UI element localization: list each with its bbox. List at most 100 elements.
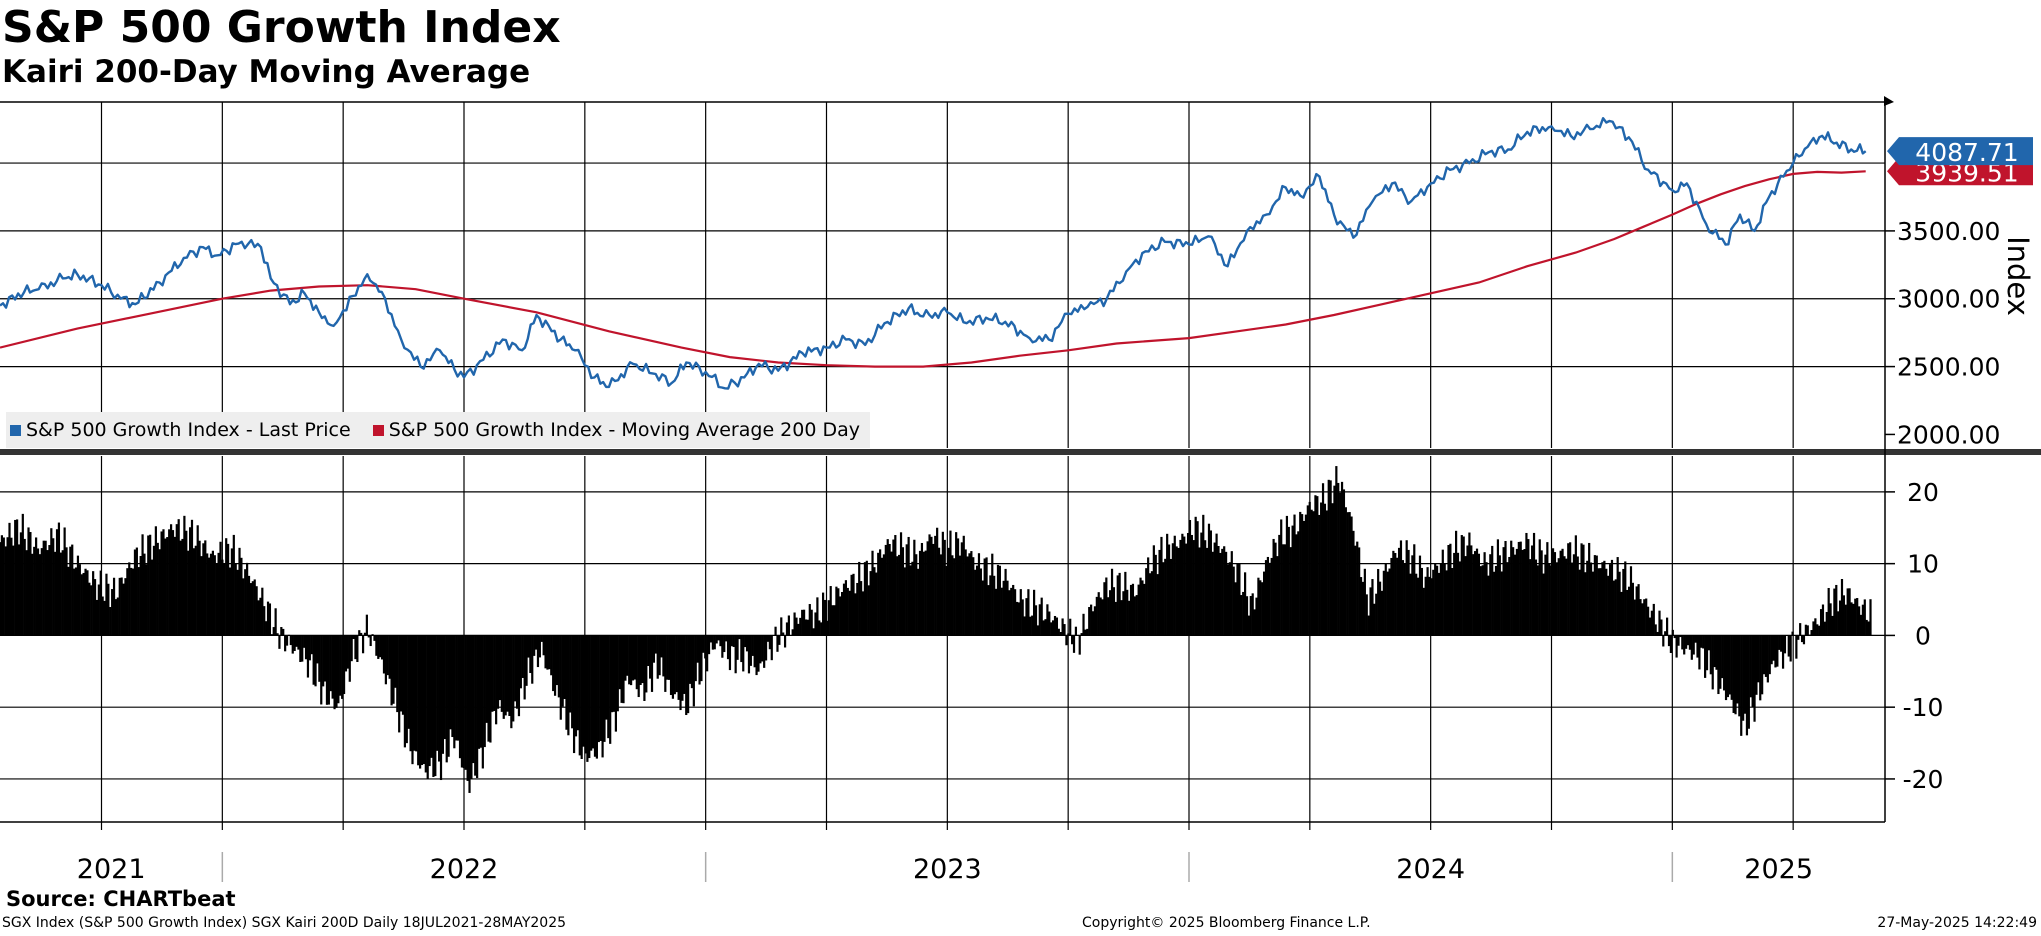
kairi-bar (289, 635, 292, 646)
kairi-bar (221, 559, 224, 636)
legend-item-last-price[interactable]: S&P 500 Growth Index - Last Price (10, 419, 351, 441)
kairi-bar (1762, 635, 1766, 675)
panel-divider (0, 449, 2041, 455)
kairi-bar (73, 568, 76, 636)
kairi-bar (190, 519, 194, 636)
kairi-bar (1082, 613, 1085, 636)
kairi-bar (704, 635, 707, 659)
kairi-bar (1339, 492, 1342, 636)
kairi-bar (1069, 618, 1072, 636)
kairi-bar (1173, 535, 1176, 636)
kairi-bar (1221, 548, 1224, 636)
kairi-bar (1608, 564, 1612, 636)
kairi-bar (1143, 583, 1146, 636)
kairi-bar (989, 575, 992, 636)
kairi-bar (1282, 544, 1285, 636)
kairi-bar (244, 569, 247, 636)
kairi-bar (753, 635, 756, 668)
kairi-bar (922, 551, 925, 636)
kairi-bar (1776, 635, 1779, 667)
kairi-bar (943, 539, 946, 636)
kairi-bar (1567, 543, 1570, 636)
kairi-bar (609, 635, 612, 744)
kairi-bar (1475, 548, 1479, 636)
kairi-bar (1664, 631, 1667, 636)
kairi-bar (1337, 482, 1340, 636)
kairi-bar (1388, 568, 1391, 636)
kairi-bar (896, 556, 899, 636)
kairi-bar (1091, 611, 1095, 636)
kairi-bar (1327, 479, 1330, 636)
kairi-bar (1276, 556, 1279, 636)
kairi-bar (647, 635, 650, 666)
kairi-bar (915, 554, 918, 636)
kairi-bar (618, 635, 621, 690)
kairi-bar (135, 547, 138, 636)
kairi-bar (603, 635, 606, 742)
kairi-bar (799, 617, 802, 636)
kairi-bar (852, 573, 855, 636)
kairi-bar (40, 548, 43, 636)
kairi-bar (877, 552, 880, 636)
kairi-bar (1753, 635, 1756, 722)
kairi-bar (1394, 552, 1397, 636)
kairi-bar (1166, 533, 1169, 636)
kairi-bar (462, 635, 465, 769)
kairi-bar (1730, 635, 1733, 700)
kairi-bar (1652, 603, 1655, 636)
kairi-bar (392, 635, 395, 704)
kairi-bar (901, 547, 905, 636)
kairi-bar (664, 635, 667, 692)
kairi-bar (1297, 531, 1300, 636)
kairi-bar (1447, 545, 1450, 636)
kairi-bar (1213, 542, 1216, 636)
kairi-bar (1835, 584, 1838, 636)
kairi-bar (1626, 589, 1629, 636)
kairi-bar (823, 599, 827, 636)
kairi-bar (382, 635, 386, 674)
kairi-bar (1150, 571, 1154, 636)
kairi-bar (128, 562, 131, 636)
kairi-bar (591, 635, 595, 749)
kairi-bar (1023, 616, 1026, 636)
kairi-bar (612, 635, 616, 712)
kairi-bar (698, 635, 701, 685)
kairi-bar (259, 597, 262, 636)
kairi-bar (365, 614, 368, 636)
kairi-bar (747, 635, 751, 674)
kairi-bar (1181, 533, 1184, 636)
kairi-bar (730, 635, 733, 647)
chart-title: S&P 500 Growth Index (2, 2, 561, 53)
kairi-bar (65, 547, 68, 636)
kairi-bar (1576, 556, 1579, 636)
kairi-bar (1572, 554, 1576, 636)
kairi-bar (685, 635, 688, 716)
kairi-bar (1006, 580, 1009, 636)
kairi-bar (424, 635, 427, 773)
kairi-bar (620, 635, 623, 703)
kairi-bar (325, 635, 329, 705)
legend-item-moving-average[interactable]: S&P 500 Growth Index - Moving Average 20… (372, 419, 860, 441)
kairi-bar (59, 552, 62, 636)
kairi-bar (246, 562, 249, 636)
kairi-bar (1597, 568, 1600, 636)
kairi-bar (1531, 545, 1534, 636)
kairi-bar (1192, 540, 1195, 636)
kairi-bar (1656, 631, 1659, 636)
kairi-bar (1764, 635, 1768, 677)
kairi-bar (605, 635, 608, 720)
kairi-bar (112, 577, 116, 636)
kairi-bar (1251, 593, 1254, 636)
kairi-bar (1048, 611, 1051, 636)
kairi-bar (232, 534, 235, 636)
kairi-bar (4, 546, 7, 636)
kairi-bar (945, 566, 948, 636)
kairi-bar (1774, 635, 1777, 668)
kairi-bar (1806, 625, 1809, 636)
kairi-bar (787, 615, 790, 636)
kairi-bar (599, 635, 602, 741)
kairi-bar (1736, 635, 1739, 704)
year-label: 2025 (1744, 854, 1813, 885)
kairi-bar (466, 635, 469, 781)
